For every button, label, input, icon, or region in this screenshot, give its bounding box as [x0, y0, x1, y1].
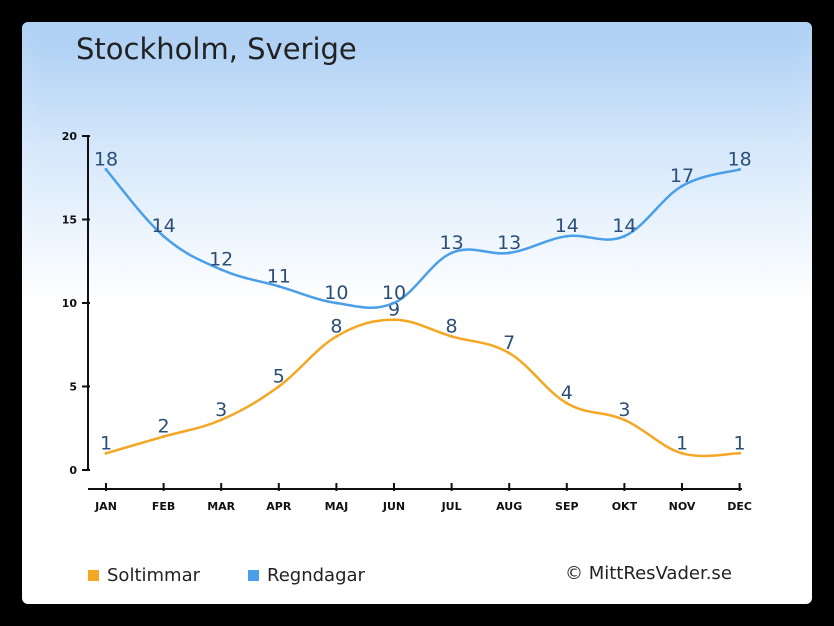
- y-tick-label: 10: [62, 297, 78, 310]
- data-point: [738, 167, 742, 171]
- data-point: [104, 167, 108, 171]
- data-point: [738, 451, 742, 455]
- data-label: 13: [440, 232, 464, 254]
- data-label: 10: [382, 282, 406, 304]
- data-point: [507, 351, 511, 355]
- x-tick-label: JAN: [94, 500, 117, 513]
- data-label: 10: [324, 282, 348, 304]
- data-point: [277, 284, 281, 288]
- data-point: [450, 334, 454, 338]
- x-tick-label: NOV: [669, 500, 696, 513]
- y-tick-label: 0: [69, 464, 77, 477]
- legend-label-regndagar: Regndagar: [267, 564, 365, 586]
- data-point: [507, 251, 511, 255]
- data-point: [622, 418, 626, 422]
- data-point: [565, 234, 569, 238]
- y-tick-label: 15: [62, 214, 77, 227]
- data-label: 1: [676, 432, 688, 454]
- data-point: [277, 385, 281, 388]
- series-line-soltimmar: [105, 318, 740, 458]
- legend-item-regndagar: Regndagar: [248, 563, 365, 587]
- data-label: 13: [497, 232, 521, 254]
- data-label: 3: [618, 399, 630, 421]
- legend-item-soltimmar: Soltimmar: [88, 563, 200, 587]
- x-tick-label: APR: [266, 500, 292, 513]
- data-label: 8: [330, 315, 342, 337]
- y-tick-label: 5: [69, 381, 77, 394]
- data-point: [565, 401, 569, 405]
- data-point: [219, 268, 223, 272]
- data-point: [622, 234, 626, 238]
- legend-swatch-regndagar: [248, 569, 259, 581]
- data-point: [162, 234, 166, 238]
- data-point: [104, 451, 108, 455]
- x-tick-label: OKT: [612, 500, 638, 513]
- chart-title: Stockholm, Sverige: [76, 32, 357, 66]
- data-label: 18: [94, 148, 118, 170]
- data-label: 8: [446, 315, 458, 337]
- data-label: 2: [158, 416, 170, 438]
- data-point: [219, 418, 223, 422]
- data-label: 14: [612, 215, 636, 237]
- y-tick-label: 20: [62, 130, 78, 143]
- data-point: [334, 334, 338, 338]
- data-point: [680, 184, 684, 188]
- x-tick-label: JUN: [382, 500, 405, 513]
- x-tick-label: MAJ: [325, 500, 349, 513]
- data-label: 1: [100, 432, 112, 454]
- x-tick-label: AUG: [496, 500, 522, 513]
- data-point: [680, 451, 684, 455]
- data-point: [162, 435, 166, 439]
- data-label: 7: [503, 332, 515, 354]
- data-label: 11: [267, 265, 291, 287]
- data-point: [392, 301, 396, 305]
- data-label: 5: [273, 366, 285, 388]
- data-label: 3: [215, 399, 227, 421]
- series-line-regndagar: [105, 168, 740, 310]
- data-label: 1: [734, 432, 746, 454]
- data-point: [392, 318, 396, 322]
- credit-text: © MittResVader.se: [565, 563, 732, 584]
- data-label: 14: [555, 215, 579, 237]
- data-label: 14: [152, 215, 176, 237]
- x-tick-label: MAR: [207, 500, 235, 513]
- data-point: [334, 301, 338, 305]
- data-label: 4: [561, 382, 573, 404]
- legend-label-soltimmar: Soltimmar: [107, 564, 200, 586]
- x-tick-label: DEC: [727, 500, 752, 513]
- data-label: 17: [670, 165, 694, 187]
- x-tick-label: JUL: [441, 500, 462, 513]
- x-tick-label: FEB: [152, 500, 175, 513]
- x-tick-label: SEP: [555, 500, 579, 513]
- data-label: 18: [728, 148, 752, 170]
- data-label: 12: [209, 249, 233, 271]
- chart-panel: [22, 22, 812, 604]
- data-point: [450, 251, 454, 255]
- legend-swatch-soltimmar: [88, 569, 99, 581]
